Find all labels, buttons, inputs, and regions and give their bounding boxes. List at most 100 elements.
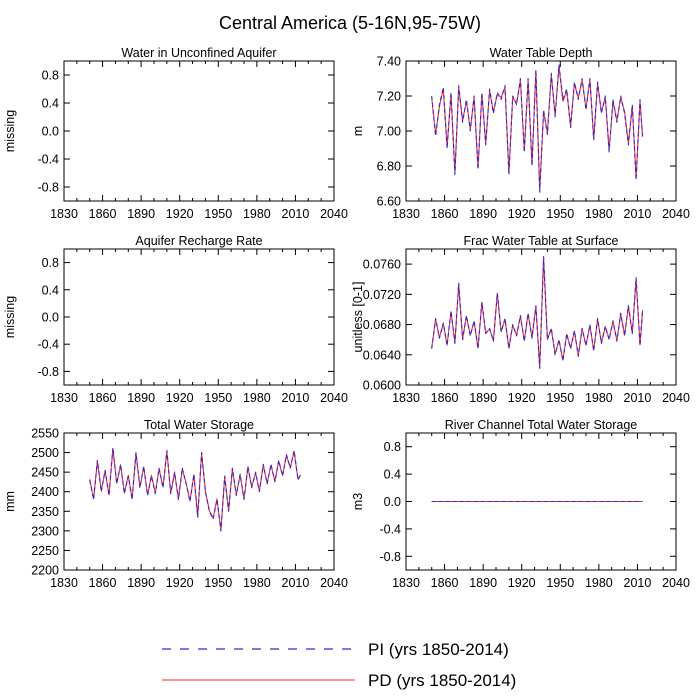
y-tick-label: 0.0640 (363, 348, 401, 362)
y-tick-label: 0.0 (42, 311, 59, 325)
x-tick-label: 1950 (546, 391, 574, 405)
x-tick-label: 1920 (508, 207, 536, 221)
legend-pd-label: PD (yrs 1850-2014) (368, 671, 516, 690)
x-tick-label: 1890 (127, 576, 155, 590)
x-tick-label: 1920 (166, 391, 194, 405)
x-tick-label: 2010 (282, 391, 310, 405)
x-tick-label: 1830 (50, 207, 78, 221)
y-tick-label: 6.80 (377, 160, 401, 174)
panel-title: Frac Water Table at Surface (464, 234, 619, 248)
main-title: Central America (5-16N,95-75W) (219, 13, 481, 33)
x-tick-label: 2040 (662, 207, 690, 221)
y-tick-label: 2200 (31, 564, 59, 578)
panel-title: Water in Unconfined Aquifer (121, 46, 276, 60)
panel-p1: Water in Unconfined Aquifer 1830 1860 1890 1… (3, 46, 348, 221)
y-tick-label: 0.0600 (363, 379, 401, 393)
x-tick-label: 2010 (282, 207, 310, 221)
y-tick-label: 2300 (31, 524, 59, 538)
y-tick-label: -0.4 (37, 338, 59, 352)
y-tick-label: 0.4 (42, 97, 59, 111)
y-axis-label: missing (3, 110, 17, 152)
panels: Water in Unconfined Aquifer 1830 1860 1890 1… (3, 46, 690, 590)
x-tick-label: 1860 (89, 576, 117, 590)
x-tick-label: 1980 (585, 576, 613, 590)
y-tick-label: 0.8 (42, 256, 59, 270)
x-tick-label: 1860 (89, 391, 117, 405)
y-tick-label: 0.4 (384, 468, 401, 482)
x-tick-label: 1980 (585, 207, 613, 221)
y-tick-label: -0.4 (37, 153, 59, 167)
y-tick-label: 0.0 (42, 125, 59, 139)
y-tick-label: -0.4 (379, 522, 401, 536)
x-tick-label: 2040 (320, 576, 348, 590)
y-tick-label: 0.8 (384, 440, 401, 454)
x-tick-label: 2010 (282, 576, 310, 590)
x-tick-label: 1950 (204, 391, 232, 405)
series-line-pi (431, 256, 644, 369)
x-tick-label: 2040 (662, 576, 690, 590)
y-tick-label: 7.40 (377, 55, 401, 69)
x-tick-label: 1890 (127, 391, 155, 405)
x-tick-label: 1890 (469, 391, 497, 405)
y-tick-label: 0.0 (384, 495, 401, 509)
panel-title: Aquifer Recharge Rate (135, 234, 262, 248)
x-tick-label: 1890 (127, 207, 155, 221)
panel-p3: Aquifer Recharge Rate 1830 1860 1890 1920 195… (3, 234, 348, 405)
x-tick-label: 1920 (166, 207, 194, 221)
x-tick-label: 1980 (243, 576, 271, 590)
x-tick-label: 1890 (469, 576, 497, 590)
y-tick-label: -0.8 (37, 181, 59, 195)
y-axis-label: unitless [0-1] (351, 282, 365, 353)
series-line-pi (431, 63, 644, 193)
x-tick-label: 1980 (243, 207, 271, 221)
panel-p2: Water Table Depth 1830 1860 1890 1920 1950 198… (351, 46, 690, 221)
plot-frame (405, 248, 677, 386)
x-tick-label: 1920 (508, 391, 536, 405)
y-tick-label: 2400 (31, 485, 59, 499)
x-tick-label: 1860 (431, 576, 459, 590)
x-tick-label: 2040 (320, 391, 348, 405)
panel-title: Water Table Depth (490, 46, 593, 60)
x-tick-label: 1950 (546, 576, 574, 590)
x-tick-label: 1980 (243, 391, 271, 405)
y-tick-label: 2350 (31, 505, 59, 519)
y-tick-label: -0.8 (379, 550, 401, 564)
y-tick-label: 2450 (31, 466, 59, 480)
y-tick-label: 2250 (31, 544, 59, 558)
y-tick-label: 0.0720 (363, 288, 401, 302)
x-tick-label: 1860 (431, 391, 459, 405)
x-tick-label: 1920 (508, 576, 536, 590)
x-tick-label: 1950 (546, 207, 574, 221)
y-tick-label: 2550 (31, 427, 59, 441)
x-tick-label: 2040 (320, 207, 348, 221)
x-tick-label: 1830 (392, 576, 420, 590)
x-tick-label: 2010 (624, 576, 652, 590)
y-tick-label: 2500 (31, 446, 59, 460)
y-tick-label: 0.0680 (363, 318, 401, 332)
panel-title: River Channel Total Water Storage (445, 418, 638, 432)
x-tick-label: 2040 (662, 391, 690, 405)
y-tick-label: 7.20 (377, 90, 401, 104)
panel-p4: Frac Water Table at Surface 1830 1860 1890 1… (351, 234, 690, 405)
y-tick-label: 7.00 (377, 125, 401, 139)
panel-p6: River Channel Total Water Storage 1830 186… (351, 418, 690, 590)
x-tick-label: 1920 (166, 576, 194, 590)
x-tick-label: 1860 (89, 207, 117, 221)
y-axis-label: mm (3, 491, 17, 512)
x-tick-label: 1830 (50, 576, 78, 590)
series-line-pi (89, 447, 302, 532)
panel-p5: Total Water Storage 1830 1860 1890 1920 1950 1… (3, 418, 348, 590)
x-tick-label: 1830 (50, 391, 78, 405)
panel-title: Total Water Storage (144, 418, 254, 432)
y-tick-label: 0.0760 (363, 258, 401, 272)
x-tick-label: 1830 (392, 207, 420, 221)
x-tick-label: 1890 (469, 207, 497, 221)
x-tick-label: 2010 (624, 207, 652, 221)
x-tick-label: 1860 (431, 207, 459, 221)
x-tick-label: 1950 (204, 576, 232, 590)
plot-frame (63, 432, 335, 571)
x-tick-label: 2010 (624, 391, 652, 405)
legend: PI (yrs 1850-2014) PD (yrs 1850-2014) (162, 640, 516, 690)
